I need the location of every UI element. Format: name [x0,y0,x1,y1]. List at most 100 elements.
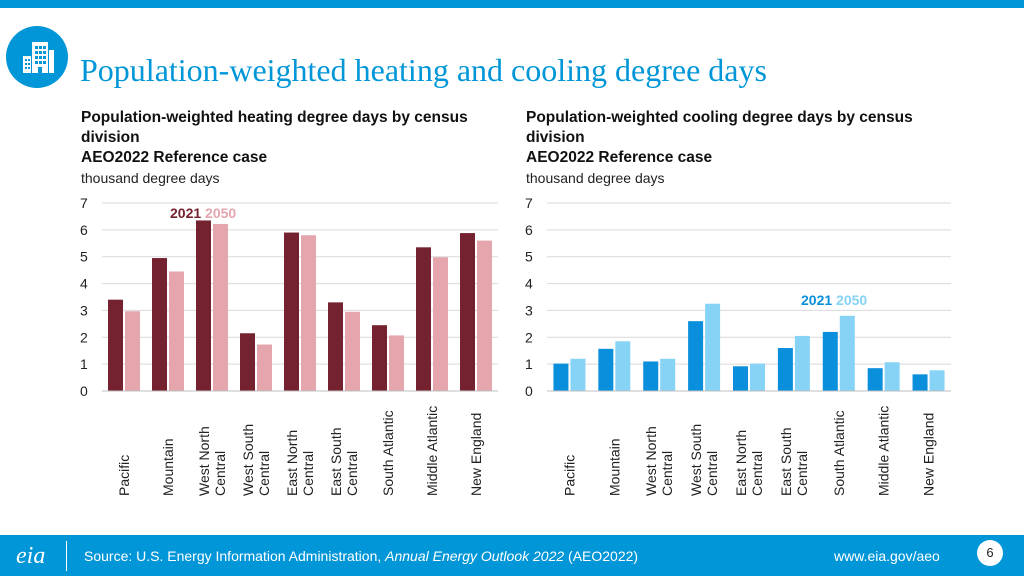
cooling-bar-2050 [750,363,765,391]
cooling-bar-2050 [570,358,586,391]
source-prefix: Source: U.S. Energy Information Administ… [84,548,386,564]
cooling-bar-2021 [867,368,883,391]
cooling-bar-2021 [912,374,928,391]
heating-x-tick-label: Pacific [116,455,132,496]
heating-y-tick-label: 1 [80,356,88,372]
cooling-y-tick-label: 1 [525,356,533,372]
cooling-legend-2050: 2050 [832,292,867,308]
cooling-units-label: thousand degree days [526,170,665,186]
heating-x-tick-label: Mountain [160,438,176,496]
cooling-x-tick-label: Mountain [606,438,622,496]
heating-bar-2050 [477,240,492,391]
cooling-legend: 2021 2050 [801,292,867,308]
cooling-x-tick-label: East NorthCentral [733,430,765,496]
cooling-y-tick-label: 3 [525,302,533,318]
heating-x-tick-label: West SouthCentral [240,424,272,496]
heating-title-line2: division [81,129,140,146]
cooling-x-tick-label: New England [921,413,937,496]
heating-degree-days-chart: 0 1 2 3 4 5 6 7 Pacific Mountain West NorthCentral… [80,195,498,497]
heating-x-tick-label: New England [468,413,484,496]
cooling-title-line2: division [526,129,585,146]
cooling-bar-2050 [884,362,900,391]
top-accent-bar [0,0,1024,8]
footer-url-link[interactable]: www.eia.gov/aeo [834,548,940,564]
cooling-subtitle: AEO2022 Reference case [526,149,713,166]
cooling-bar-2021 [688,321,704,391]
source-suffix: (AEO2022) [564,548,639,564]
heating-bar-2021 [108,299,123,391]
cooling-bar-2050 [660,358,676,391]
heating-bar-2050 [257,344,272,391]
footer: eia Source: U.S. Energy Information Admi… [0,535,1024,576]
heating-y-tick-label: 4 [80,276,88,292]
source-note: Source: U.S. Energy Information Administ… [84,548,638,564]
cooling-bar-2050 [615,341,631,391]
heating-bar-2021 [460,233,475,391]
heating-y-tick-label: 5 [80,249,88,265]
source-publication: Annual Energy Outlook 2022 [385,548,565,564]
cooling-bar-2050 [794,335,810,391]
cooling-x-tick-label: South Atlantic [831,410,847,496]
cooling-x-tick-label: West NorthCentral [643,426,675,496]
heating-y-tick-label: 3 [80,302,88,318]
heating-y-tick-label: 0 [80,383,88,399]
heating-bar-2021 [328,302,343,391]
cooling-y-tick-label: 7 [525,195,533,211]
cooling-bar-2021 [553,363,569,391]
heating-units-label: thousand degree days [81,170,220,186]
building-icon [23,42,54,73]
cooling-x-tick-label: Pacific [561,455,577,496]
heating-bar-2050 [389,335,404,391]
heating-chart-title: Population-weighted heating degree days … [81,108,468,168]
heating-legend: 2021 2050 [170,205,236,221]
cooling-x-tick-label: West SouthCentral [688,424,720,496]
cooling-bar-2021 [822,331,838,391]
heating-title-line1: Population-weighted heating degree days … [81,109,468,126]
heating-x-tick-label: Middle Atlantic [424,406,440,496]
heating-x-tick-label: East NorthCentral [284,430,316,496]
cooling-x-tick-label: East SouthCentral [778,428,810,497]
cooling-chart-title: Population-weighted cooling degree days … [526,108,913,168]
heating-bar-2050 [345,311,360,391]
heating-bar-2021 [372,325,387,391]
cooling-y-tick-label: 4 [525,276,533,292]
cooling-bar-2021 [777,348,793,391]
cooling-x-tick-label: Middle Atlantic [876,406,892,496]
heating-bar-2050 [213,223,228,391]
heating-bar-2021 [196,220,211,391]
heating-bar-2050 [301,235,316,391]
footer-divider [66,541,67,571]
header-logo [6,26,68,88]
cooling-legend-2021: 2021 [801,292,832,308]
heating-bar-2021 [240,333,255,391]
cooling-bar-2050 [705,303,721,391]
eia-logo: eia [16,543,46,569]
heating-bar-2050 [433,257,448,391]
heating-bar-2050 [169,271,184,391]
heating-bar-2021 [284,232,299,391]
heating-y-tick-label: 7 [80,195,88,211]
heating-legend-2021: 2021 [170,205,201,221]
page-number: 6 [977,540,1003,566]
heating-bar-2050 [125,311,140,391]
cooling-y-tick-label: 5 [525,249,533,265]
heating-bar-2021 [416,247,431,391]
cooling-bar-2021 [643,361,659,391]
cooling-y-tick-label: 2 [525,329,533,345]
cooling-degree-days-chart: 0 1 2 3 4 5 6 7 Pacific Mountain West NorthCentral… [525,195,951,497]
heating-x-tick-label: East SouthCentral [328,428,360,497]
heating-legend-2050: 2050 [201,205,236,221]
heating-y-tick-label: 2 [80,329,88,345]
cooling-y-tick-label: 6 [525,222,533,238]
cooling-bar-2021 [598,348,614,391]
heating-x-tick-label: West NorthCentral [196,426,228,496]
cooling-bar-2050 [929,370,945,391]
cooling-title-line1: Population-weighted cooling degree days … [526,109,913,126]
heating-y-tick-label: 6 [80,222,88,238]
heating-subtitle: AEO2022 Reference case [81,149,268,166]
cooling-bar-2021 [733,366,748,391]
cooling-bar-2050 [839,315,855,391]
heating-x-tick-label: South Atlantic [380,410,396,496]
heating-bar-2021 [152,258,167,391]
cooling-y-tick-label: 0 [525,383,533,399]
